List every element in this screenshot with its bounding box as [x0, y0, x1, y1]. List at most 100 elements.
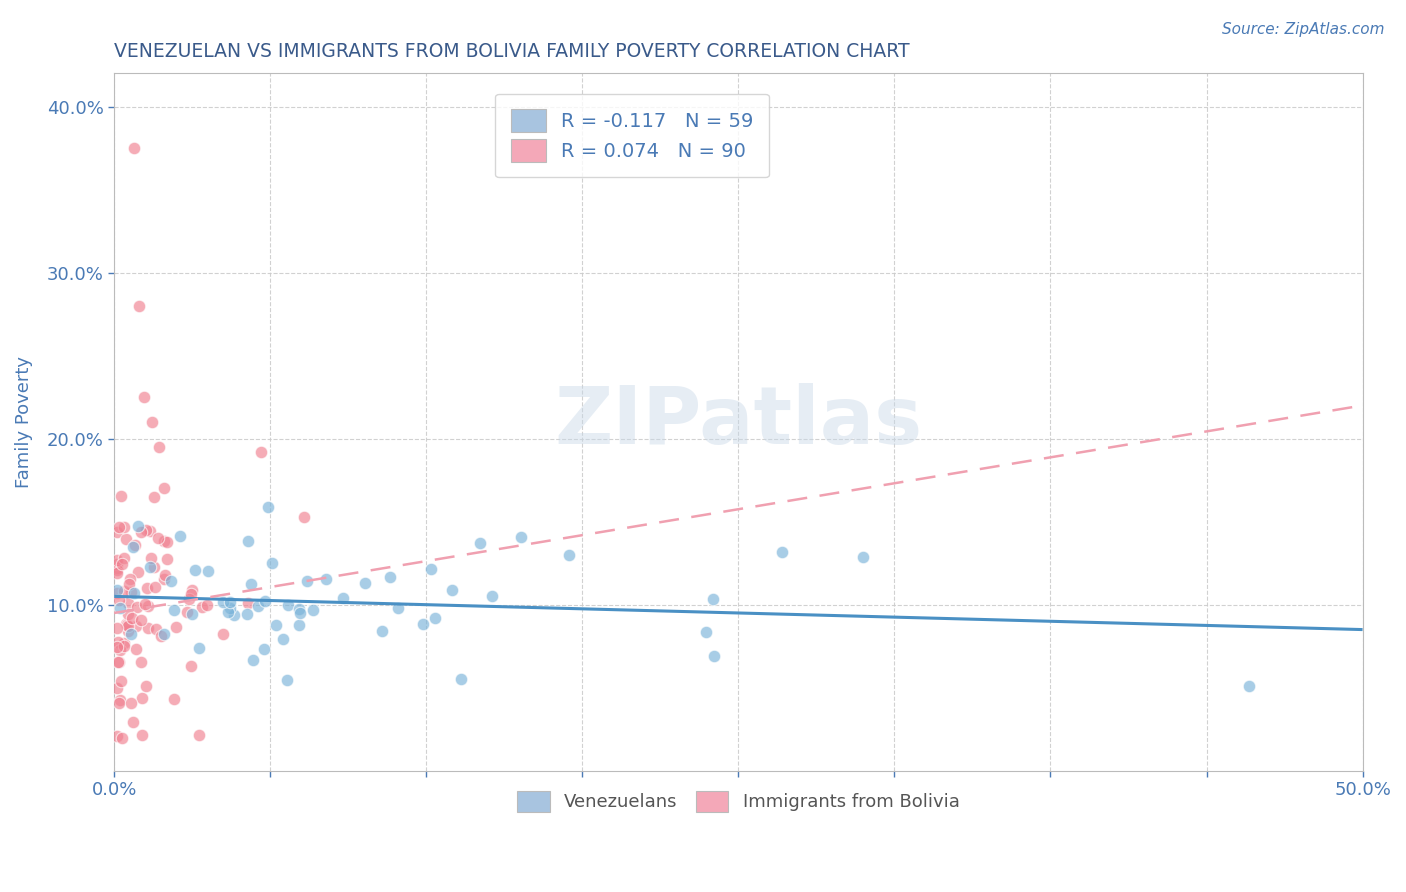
Point — [135, 679, 157, 693]
Point — [184, 564, 207, 578]
Point — [121, 611, 143, 625]
Point — [181, 583, 204, 598]
Point — [145, 622, 167, 636]
Point — [105, 729, 128, 743]
Point — [139, 559, 162, 574]
Point — [852, 549, 875, 564]
Point — [702, 591, 724, 606]
Point — [247, 599, 270, 613]
Point — [197, 564, 219, 578]
Point — [156, 534, 179, 549]
Point — [264, 618, 287, 632]
Point — [129, 613, 152, 627]
Point — [250, 444, 273, 458]
Point — [108, 696, 131, 710]
Point — [143, 490, 166, 504]
Y-axis label: Family Poverty: Family Poverty — [15, 356, 32, 488]
Point — [1237, 679, 1260, 693]
Point — [120, 585, 142, 599]
Point — [122, 585, 145, 599]
Point — [120, 626, 142, 640]
Point — [131, 690, 153, 705]
Point — [236, 607, 259, 621]
Text: Source: ZipAtlas.com: Source: ZipAtlas.com — [1222, 22, 1385, 37]
Text: ZIPatlas: ZIPatlas — [554, 383, 922, 461]
Point — [150, 629, 173, 643]
Point — [112, 584, 135, 599]
Point — [277, 598, 299, 612]
Point — [107, 655, 129, 669]
Point — [143, 560, 166, 574]
Point — [125, 641, 148, 656]
Point — [136, 622, 159, 636]
Text: VENEZUELAN VS IMMIGRANTS FROM BOLIVIA FAMILY POVERTY CORRELATION CHART: VENEZUELAN VS IMMIGRANTS FROM BOLIVIA FA… — [114, 42, 910, 61]
Point — [180, 659, 202, 673]
Point — [107, 655, 129, 669]
Point — [117, 624, 139, 638]
Point — [135, 523, 157, 537]
Point — [117, 596, 139, 610]
Point — [253, 594, 276, 608]
Point — [191, 600, 214, 615]
Point — [141, 550, 163, 565]
Point — [253, 642, 276, 657]
Point — [105, 566, 128, 581]
Point — [131, 525, 153, 540]
Point — [108, 593, 131, 607]
Point — [152, 533, 174, 548]
Point — [163, 603, 186, 617]
Point — [440, 582, 463, 597]
Point — [105, 553, 128, 567]
Point — [105, 585, 128, 599]
Point — [112, 636, 135, 650]
Point — [160, 574, 183, 588]
Point — [117, 577, 139, 591]
Point — [387, 601, 409, 615]
Point — [110, 489, 132, 503]
Point — [240, 576, 263, 591]
Point — [423, 611, 446, 625]
Point — [105, 561, 128, 575]
Point — [155, 568, 177, 582]
Point — [242, 653, 264, 667]
Point — [121, 541, 143, 555]
Point — [260, 557, 283, 571]
Point — [105, 557, 128, 571]
Point — [212, 595, 235, 609]
Point — [187, 728, 209, 742]
Point — [143, 580, 166, 594]
Point — [105, 524, 128, 539]
Point — [380, 569, 402, 583]
Point — [212, 627, 235, 641]
Point — [238, 596, 260, 610]
Point — [292, 509, 315, 524]
Point — [772, 545, 794, 559]
Point — [120, 696, 142, 710]
Point — [557, 548, 579, 562]
Point — [117, 618, 139, 632]
Point — [114, 617, 136, 632]
Point — [136, 581, 159, 595]
Point — [195, 598, 218, 612]
Point — [450, 673, 472, 687]
Point — [219, 600, 242, 615]
Point — [107, 635, 129, 649]
Point — [105, 621, 128, 635]
Point — [127, 565, 149, 579]
Point — [288, 618, 311, 632]
Point — [188, 641, 211, 656]
Point — [276, 673, 298, 687]
Point — [354, 575, 377, 590]
Point — [148, 531, 170, 545]
Point — [105, 563, 128, 577]
Point — [370, 624, 392, 639]
Point — [110, 601, 132, 615]
Point — [139, 524, 162, 539]
Point — [153, 482, 176, 496]
Point — [134, 597, 156, 611]
Point — [412, 616, 434, 631]
Point — [163, 691, 186, 706]
Point — [108, 693, 131, 707]
Point — [169, 529, 191, 543]
Point — [111, 557, 134, 571]
